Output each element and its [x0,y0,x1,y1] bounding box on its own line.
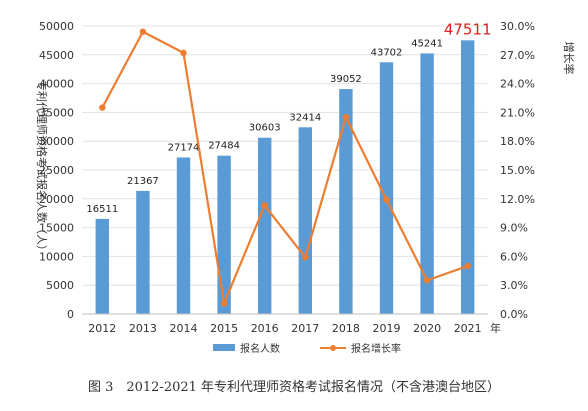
growth-point [464,262,471,270]
growth-point [139,28,147,35]
x-axis-ticks: 2012 2013 2014 2015 2016 2017 2018 2019 2020 2021 [88,322,481,335]
bar-value-label: 43702 [371,47,403,58]
left-tick-label: 40000 [39,78,74,91]
bar-value-label: 21367 [127,176,159,187]
bar-value-label: 27174 [168,142,200,153]
left-tick-label: 0 [67,308,74,321]
x-tick-label: 2017 [291,322,319,335]
legend-bar-swatch [213,344,235,351]
bar [339,89,353,314]
bar-value-label: 32414 [289,112,321,123]
growth-point [99,104,106,111]
left-tick-label: 15000 [39,222,74,235]
left-tick-label: 50000 [39,20,74,33]
bar [420,53,434,315]
x-tick-label: 2014 [170,322,198,335]
growth-point [383,196,390,203]
right-tick-label: 12.0% [500,193,535,206]
left-tick-label: 25000 [39,164,74,177]
right-tick-label: 21.0% [500,106,535,119]
right-tick-label: 6.0% [500,250,528,263]
x-tick-label: 2016 [251,322,279,335]
right-tick-label: 0.0% [500,308,528,321]
left-axis-label: 专利代理师资格考试报名人数（人） [35,80,49,256]
bar-series [95,40,475,315]
x-tick-label: 2020 [413,322,441,335]
right-tick-label: 3.0% [500,279,528,292]
legend-line-label: 报名增长率 [351,342,401,355]
growth-line [101,30,469,305]
right-axis-label: 增长率 [562,42,576,75]
bar [217,155,231,314]
growth-line-series [99,28,471,307]
left-tick-label: 30000 [39,135,74,148]
growth-point [302,254,309,261]
left-tick-label: 5000 [46,279,74,292]
bar [136,190,150,314]
growth-point [180,49,187,57]
x-tick-label: 2021 [454,322,482,335]
bar-data-labels: 16511 21367 27174 27484 30603 32414 39052 43702… [86,20,491,215]
right-tick-label: 24.0% [500,78,535,91]
x-tick-label: 2015 [210,322,238,335]
x-tick-label: 2019 [373,322,401,335]
growth-point [261,202,268,209]
bar-value-label: 47511 [444,20,492,38]
left-tick-label: 35000 [39,106,74,119]
chart: 16511 21367 27174 27484 30603 32414 39052 43702… [35,20,576,355]
left-tick-label: 10000 [39,250,74,263]
right-axis-ticks: 0.0% 3.0% 6.0% 9.0% 12.0% 15.0% 18.0% 21.0% 24.0… [500,20,535,321]
bar [258,137,272,314]
growth-point [423,277,431,284]
bar-value-label: 27484 [208,141,240,152]
x-axis-label: 年 [490,321,501,335]
figure-caption: 图 3 2012-2021 年专利代理师资格考试报名情况（不含港澳台地区） [87,380,501,395]
bar [95,218,109,314]
right-tick-label: 27.0% [500,49,535,62]
legend-line-marker [330,345,336,351]
legend-bar-label: 报名人数 [240,342,280,355]
legend: 报名人数 报名增长率 [213,342,401,355]
bar-value-label: 16511 [86,204,118,215]
bar [176,157,191,314]
x-tick-label: 2018 [332,322,360,335]
x-tick-label: 2012 [88,322,116,335]
right-tick-label: 18.0% [500,135,535,148]
right-tick-label: 30.0% [500,20,535,33]
bar-value-label: 30603 [249,123,281,134]
growth-point [220,300,228,307]
right-tick-label: 15.0% [500,164,535,177]
x-tick-label: 2013 [129,322,157,335]
right-tick-label: 9.0% [500,222,528,235]
left-axis-ticks: 0 5000 10000 15000 20000 25000 30000 35000 40000… [39,20,74,321]
left-tick-label: 45000 [39,49,74,62]
bar-value-label: 39052 [330,74,362,85]
bar [379,62,394,314]
gridlines [82,25,488,286]
bar [461,40,475,314]
bar [298,127,312,315]
left-tick-label: 20000 [39,193,74,206]
growth-point [342,114,350,121]
bar-value-label: 45241 [411,38,443,49]
